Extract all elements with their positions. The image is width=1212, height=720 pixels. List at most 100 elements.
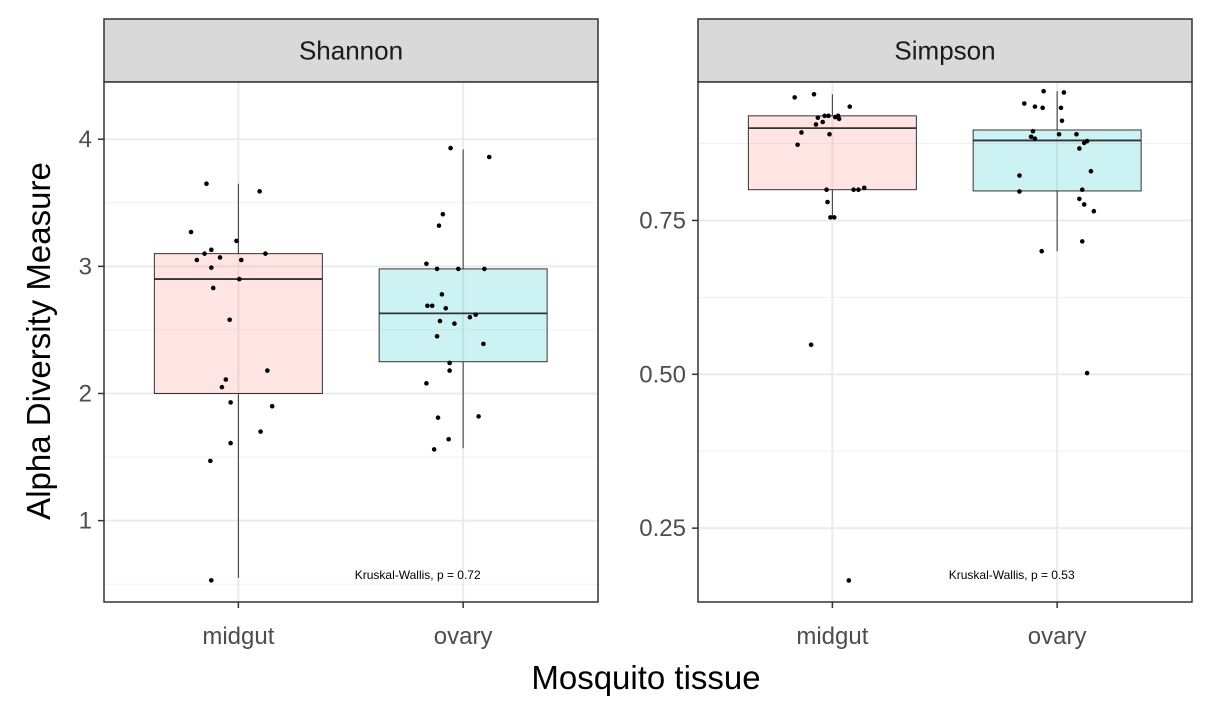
data-point-ovary — [452, 321, 457, 326]
data-point-ovary — [1040, 105, 1045, 111]
data-point-midgut — [223, 377, 229, 382]
data-point-ovary — [425, 303, 430, 309]
facet-panels: Shannon Kruskal-Wallis, p = 0.72 1 2 3 4 midgu… — [79, 18, 1193, 650]
data-point-ovary — [1028, 134, 1034, 140]
box-body — [378, 268, 548, 363]
data-point-midgut — [258, 429, 263, 434]
data-point-midgut — [846, 578, 852, 583]
y-tick-label: 2 — [79, 380, 92, 407]
data-point-midgut — [856, 187, 861, 192]
data-point-ovary — [1030, 128, 1036, 134]
data-point-ovary — [434, 266, 440, 272]
data-point-midgut — [257, 189, 262, 194]
box-ovary — [378, 149, 548, 449]
data-point-ovary — [1084, 138, 1090, 144]
data-point-ovary — [486, 154, 492, 160]
kruskal-wallis-annotation: Kruskal-Wallis, p = 0.72 — [355, 568, 481, 582]
data-point-ovary — [1058, 105, 1064, 111]
box-midgut — [747, 94, 917, 218]
data-point-midgut — [269, 403, 275, 409]
data-point-midgut — [194, 257, 200, 263]
data-point-ovary — [1059, 118, 1065, 124]
data-point-midgut — [827, 132, 832, 137]
data-point-ovary — [424, 261, 429, 267]
box-body — [972, 129, 1142, 192]
data-point-ovary — [456, 266, 461, 272]
data-point-ovary — [1041, 88, 1046, 94]
data-point-ovary — [434, 333, 440, 339]
data-point-ovary — [1084, 370, 1090, 376]
x-tick-label: midgut — [202, 623, 274, 650]
data-point-ovary — [443, 306, 449, 311]
data-point-midgut — [824, 187, 829, 192]
data-point-ovary — [1032, 136, 1038, 141]
data-point-midgut — [795, 142, 800, 148]
data-point-midgut — [202, 251, 207, 256]
data-point-ovary — [473, 312, 478, 317]
data-point-midgut — [237, 276, 242, 282]
panel-border — [103, 81, 599, 603]
y-axis-title: Alpha Diversity Measure — [20, 162, 57, 520]
data-point-midgut — [234, 238, 239, 244]
data-point-ovary — [447, 368, 452, 373]
y-tick-label: 4 — [79, 126, 92, 153]
data-point-midgut — [188, 229, 194, 235]
facet-simpson: Simpson Kruskal-Wallis, p = 0.53 0.25 0.50 0… — [639, 18, 1193, 650]
box-midgut — [153, 183, 323, 578]
data-point-midgut — [238, 257, 244, 263]
data-point-midgut — [828, 215, 833, 220]
data-point-midgut — [811, 92, 817, 97]
data-point-ovary — [1039, 248, 1044, 254]
data-point-midgut — [209, 578, 214, 583]
data-point-ovary — [476, 414, 481, 419]
data-point-ovary — [440, 211, 446, 217]
data-point-midgut — [836, 116, 842, 122]
data-point-ovary — [1077, 146, 1082, 151]
data-point-ovary — [437, 318, 443, 324]
data-point-midgut — [228, 400, 233, 405]
data-point-ovary — [1056, 132, 1062, 137]
data-point-midgut — [209, 247, 214, 253]
facet-strip-label: Simpson — [894, 36, 995, 66]
data-point-midgut — [825, 199, 830, 205]
data-point-midgut — [799, 130, 804, 135]
data-point-ovary — [1079, 187, 1085, 192]
data-point-ovary — [447, 360, 452, 366]
data-point-midgut — [217, 255, 223, 260]
data-point-midgut — [847, 104, 853, 109]
data-point-ovary — [1091, 208, 1097, 214]
facet-strip — [103, 18, 599, 83]
data-point-ovary — [482, 266, 487, 272]
data-point-midgut — [265, 368, 270, 373]
data-point-ovary — [448, 145, 453, 151]
data-point-ovary — [436, 223, 442, 228]
data-point-ovary — [1061, 90, 1067, 95]
panel-border — [697, 81, 1193, 603]
data-point-midgut — [210, 285, 216, 291]
data-point-midgut — [209, 265, 214, 270]
data-point-midgut — [204, 181, 209, 187]
data-point-ovary — [431, 447, 437, 452]
data-point-ovary — [446, 436, 451, 442]
y-tick-label: 3 — [79, 253, 92, 280]
data-point-ovary — [1074, 132, 1079, 137]
data-point-midgut — [861, 185, 867, 191]
x-tick-label: ovary — [1028, 623, 1087, 650]
data-point-ovary — [1032, 104, 1038, 109]
panel-background — [698, 82, 1192, 602]
facet-shannon: Shannon Kruskal-Wallis, p = 0.72 1 2 3 4 midgu… — [79, 18, 599, 650]
data-point-ovary — [424, 381, 429, 386]
y-tick-label: 0.50 — [639, 361, 686, 388]
x-axis-title: Mosquito tissue — [531, 659, 760, 696]
data-point-ovary — [1017, 173, 1022, 178]
x-tick-label: midgut — [796, 623, 868, 650]
data-point-ovary — [439, 292, 445, 297]
kruskal-wallis-annotation: Kruskal-Wallis, p = 0.53 — [949, 568, 1075, 582]
data-point-ovary — [435, 415, 441, 420]
data-point-midgut — [792, 95, 797, 100]
data-point-ovary — [1081, 202, 1087, 207]
data-point-midgut — [228, 440, 233, 446]
data-point-ovary — [467, 314, 473, 320]
data-point-midgut — [808, 342, 814, 348]
box-ovary — [972, 91, 1142, 252]
